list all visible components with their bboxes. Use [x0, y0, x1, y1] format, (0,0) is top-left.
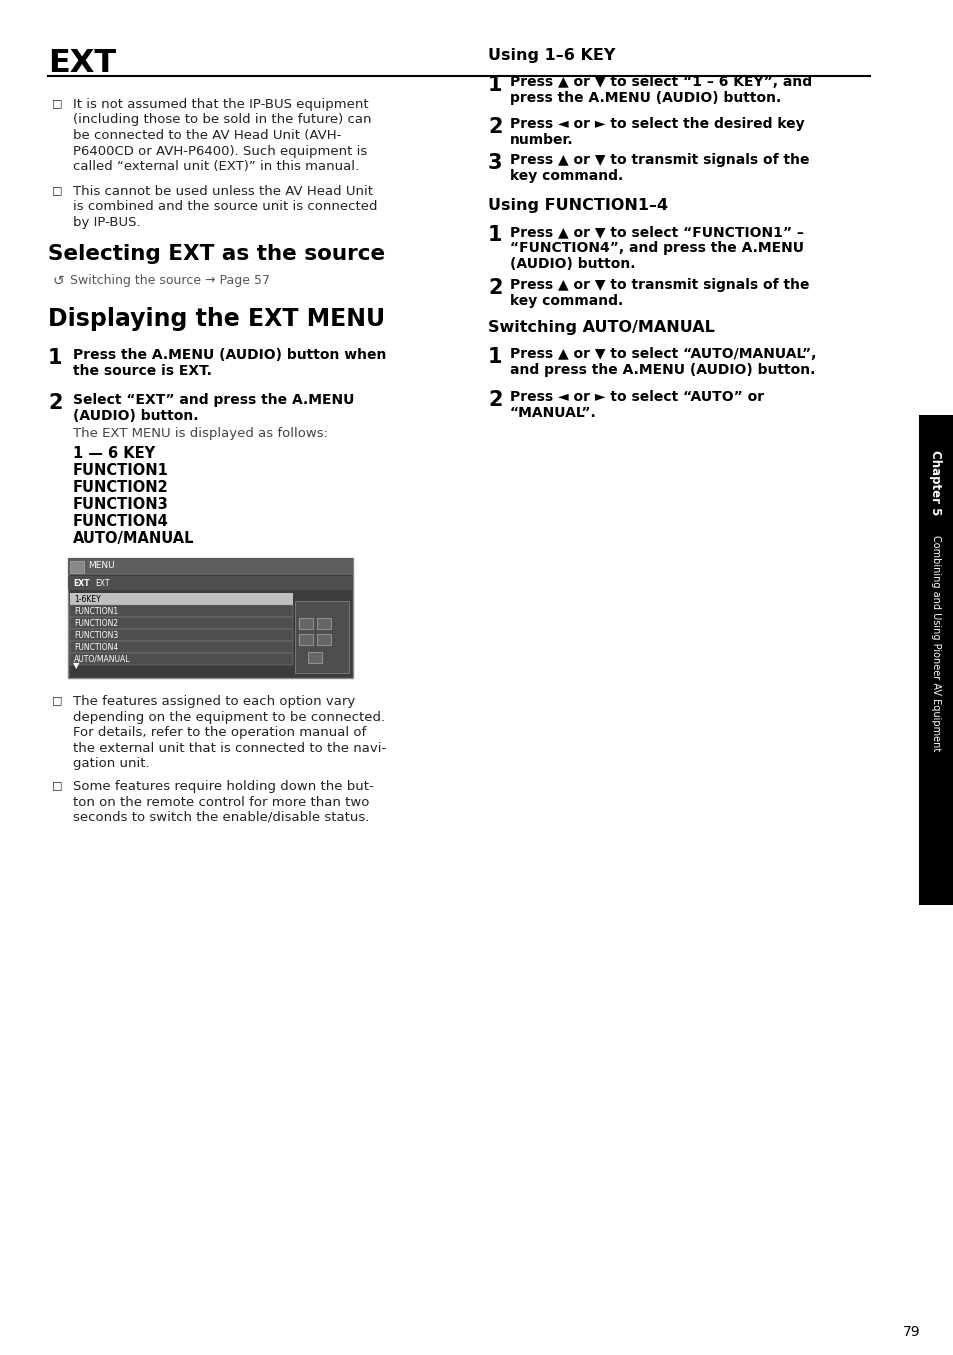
Bar [70, 629, 293, 641]
Text: EXT: EXT [48, 47, 116, 79]
Text: (including those to be sold in the future) can: (including those to be sold in the futur… [73, 114, 371, 126]
Text: Switching AUTO/MANUAL: Switching AUTO/MANUAL [488, 320, 714, 335]
Text: 1: 1 [488, 225, 502, 245]
Text: P6400CD or AVH-P6400). Such equipment is: P6400CD or AVH-P6400). Such equipment is [73, 145, 367, 157]
Bar [70, 653, 293, 665]
Text: FUNCTION4: FUNCTION4 [74, 642, 118, 652]
Text: FUNCTION3: FUNCTION3 [73, 497, 169, 512]
Text: called “external unit (EXT)” in this manual.: called “external unit (EXT)” in this man… [73, 160, 358, 173]
Text: Displaying the EXT MENU: Displaying the EXT MENU [48, 308, 385, 331]
Text: (AUDIO) button.: (AUDIO) button. [510, 257, 635, 271]
Text: be connected to the AV Head Unit (AVH-: be connected to the AV Head Unit (AVH- [73, 129, 341, 142]
Text: Press ◄ or ► to select “AUTO” or: Press ◄ or ► to select “AUTO” or [510, 390, 763, 404]
Text: Combining and Using Pioneer AV Equipment: Combining and Using Pioneer AV Equipment [930, 535, 940, 751]
Bar [298, 618, 313, 629]
Text: Some features require holding down the but-: Some features require holding down the b… [73, 780, 374, 793]
Text: FUNCTION3: FUNCTION3 [74, 630, 118, 640]
Text: FUNCTION2: FUNCTION2 [73, 480, 169, 495]
Text: 1-6KEY: 1-6KEY [74, 595, 101, 603]
Text: 2: 2 [488, 390, 502, 411]
Text: key command.: key command. [510, 169, 622, 183]
Text: 1 — 6 KEY: 1 — 6 KEY [73, 446, 155, 461]
Text: and press the A.MENU (AUDIO) button.: and press the A.MENU (AUDIO) button. [510, 363, 815, 377]
Bar [298, 634, 313, 645]
Text: Press the A.MENU (AUDIO) button when: Press the A.MENU (AUDIO) button when [73, 348, 386, 362]
Text: “MANUAL”.: “MANUAL”. [510, 406, 597, 420]
Text: Switching the source → Page 57: Switching the source → Page 57 [70, 274, 270, 287]
Text: EXT: EXT [73, 579, 90, 588]
Text: Press ▲ or ▼ to select “1 – 6 KEY”, and: Press ▲ or ▼ to select “1 – 6 KEY”, and [510, 75, 811, 89]
Bar [68, 558, 353, 678]
Text: Selecting EXT as the source: Selecting EXT as the source [48, 244, 385, 264]
Text: 79: 79 [902, 1325, 920, 1339]
Text: Press ◄ or ► to select the desired key: Press ◄ or ► to select the desired key [510, 117, 803, 131]
Text: ton on the remote control for more than two: ton on the remote control for more than … [73, 795, 369, 809]
Text: 1: 1 [488, 347, 502, 367]
Text: Select “EXT” and press the A.MENU: Select “EXT” and press the A.MENU [73, 393, 354, 406]
Text: Using 1–6 KEY: Using 1–6 KEY [488, 47, 615, 62]
Text: 2: 2 [48, 393, 63, 413]
Text: is combined and the source unit is connected: is combined and the source unit is conne… [73, 201, 377, 214]
Text: MENU: MENU [88, 561, 114, 570]
Text: EXT: EXT [95, 579, 110, 588]
Text: Press ▲ or ▼ to transmit signals of the: Press ▲ or ▼ to transmit signals of the [510, 153, 809, 167]
Text: Press ▲ or ▼ to select “AUTO/MANUAL”,: Press ▲ or ▼ to select “AUTO/MANUAL”, [510, 347, 816, 360]
Text: □: □ [52, 695, 63, 705]
Bar [316, 634, 331, 645]
Text: It is not assumed that the IP-BUS equipment: It is not assumed that the IP-BUS equipm… [73, 98, 368, 111]
Text: AUTO/MANUAL: AUTO/MANUAL [73, 531, 194, 546]
Text: (AUDIO) button.: (AUDIO) button. [73, 409, 198, 423]
Text: seconds to switch the enable/disable status.: seconds to switch the enable/disable sta… [73, 812, 369, 824]
Text: key command.: key command. [510, 294, 622, 308]
Bar [70, 604, 293, 617]
Bar [316, 618, 331, 629]
Text: 1: 1 [48, 348, 63, 369]
Text: by IP-BUS.: by IP-BUS. [73, 215, 140, 229]
Text: depending on the equipment to be connected.: depending on the equipment to be connect… [73, 710, 385, 724]
Bar [70, 593, 293, 604]
Text: Using FUNCTION1–4: Using FUNCTION1–4 [488, 198, 667, 213]
Text: “FUNCTION4”, and press the A.MENU: “FUNCTION4”, and press the A.MENU [510, 241, 803, 255]
Text: ▼: ▼ [73, 661, 79, 669]
Bar [70, 561, 84, 573]
Text: This cannot be used unless the AV Head Unit: This cannot be used unless the AV Head U… [73, 186, 373, 198]
Text: The EXT MENU is displayed as follows:: The EXT MENU is displayed as follows: [73, 427, 328, 440]
Text: AUTO/MANUAL: AUTO/MANUAL [74, 654, 131, 664]
Text: FUNCTION1: FUNCTION1 [74, 607, 118, 615]
Text: 2: 2 [488, 117, 502, 137]
Text: gation unit.: gation unit. [73, 757, 150, 770]
Bar [68, 558, 353, 575]
Text: □: □ [52, 186, 63, 195]
Text: ↺: ↺ [53, 274, 65, 289]
Bar [918, 415, 953, 905]
Text: number.: number. [510, 133, 573, 146]
Bar [70, 641, 293, 653]
Text: The features assigned to each option vary: The features assigned to each option var… [73, 695, 355, 709]
Text: Press ▲ or ▼ to select “FUNCTION1” –: Press ▲ or ▼ to select “FUNCTION1” – [510, 225, 803, 238]
Text: the external unit that is connected to the navi-: the external unit that is connected to t… [73, 741, 386, 755]
Text: For details, refer to the operation manual of: For details, refer to the operation manu… [73, 726, 366, 738]
Bar [294, 602, 349, 673]
Text: Chapter 5: Chapter 5 [928, 450, 942, 515]
Text: FUNCTION2: FUNCTION2 [74, 618, 118, 627]
Bar [68, 576, 353, 589]
Text: Press ▲ or ▼ to transmit signals of the: Press ▲ or ▼ to transmit signals of the [510, 278, 809, 291]
Text: the source is EXT.: the source is EXT. [73, 364, 212, 378]
Text: FUNCTION4: FUNCTION4 [73, 514, 169, 528]
Text: 1: 1 [488, 75, 502, 95]
Bar [70, 617, 293, 629]
Text: 2: 2 [488, 278, 502, 298]
Text: □: □ [52, 98, 63, 108]
Text: press the A.MENU (AUDIO) button.: press the A.MENU (AUDIO) button. [510, 91, 781, 104]
Text: FUNCTION1: FUNCTION1 [73, 463, 169, 478]
Text: □: □ [52, 780, 63, 790]
Bar [308, 652, 322, 663]
Text: 3: 3 [488, 153, 502, 173]
